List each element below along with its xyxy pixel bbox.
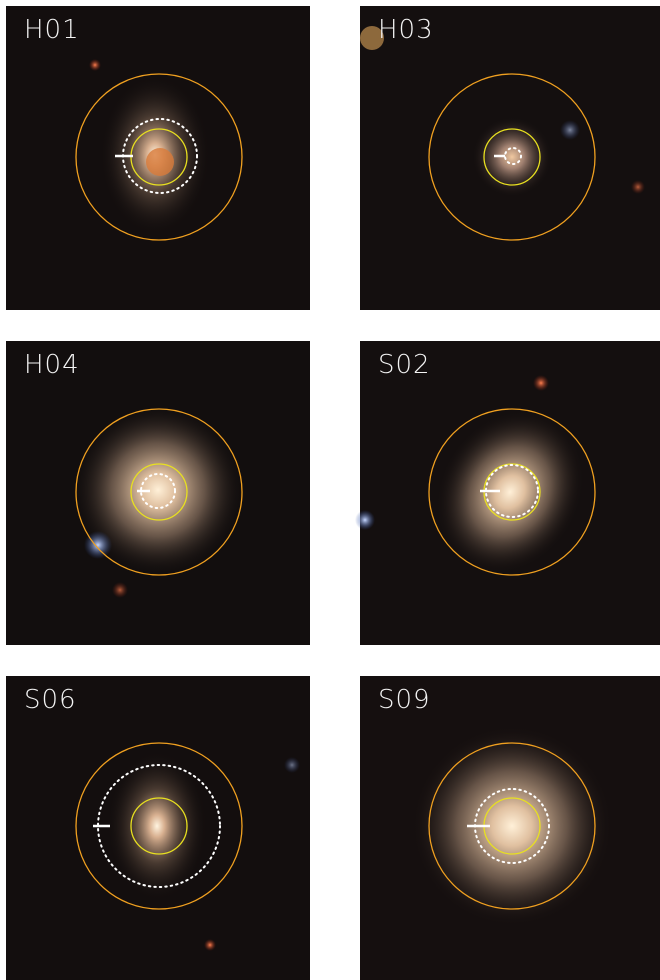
galaxy	[107, 751, 207, 901]
panel-label: S09	[378, 685, 431, 715]
star	[112, 582, 128, 598]
star	[360, 26, 384, 50]
panel-label: H01	[24, 15, 80, 45]
galaxy	[435, 410, 585, 574]
panel-label: H04	[24, 350, 80, 380]
star	[355, 510, 375, 530]
star	[84, 531, 112, 559]
galaxy	[73, 405, 243, 575]
star	[284, 757, 300, 773]
galaxy-core	[146, 148, 174, 176]
panel-label: H03	[378, 15, 434, 45]
galaxy	[412, 726, 612, 926]
star	[560, 120, 580, 140]
apertures	[75, 73, 596, 910]
star	[631, 180, 645, 194]
panel-label: S06	[24, 685, 77, 715]
panel-label: S02	[378, 350, 431, 380]
star	[89, 59, 101, 71]
star	[533, 375, 549, 391]
star	[204, 939, 216, 951]
